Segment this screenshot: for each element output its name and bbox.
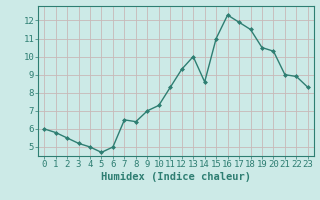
X-axis label: Humidex (Indice chaleur): Humidex (Indice chaleur) xyxy=(101,172,251,182)
